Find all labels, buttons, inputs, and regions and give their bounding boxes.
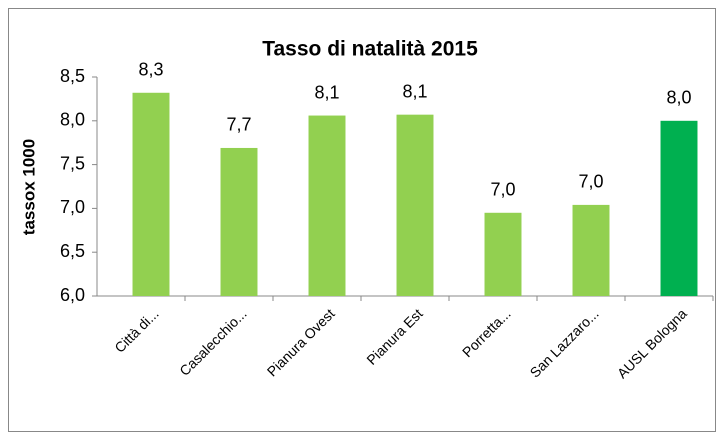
y-tick-label: 8,5 (60, 66, 85, 86)
data-label: 8,1 (314, 82, 339, 102)
bar (308, 115, 346, 296)
bar (396, 114, 434, 296)
y-tick-label: 7,5 (60, 153, 85, 173)
bar (660, 120, 698, 296)
chart-title: Tasso di natalità 2015 (262, 38, 478, 61)
y-tick-label: 6,0 (60, 285, 85, 305)
data-label: 8,1 (402, 81, 427, 101)
bar (572, 204, 610, 296)
bar (132, 92, 170, 296)
data-label: 8,0 (666, 88, 691, 108)
data-label: 7,7 (226, 115, 251, 135)
bar (484, 212, 522, 296)
data-label: 8,3 (138, 60, 163, 80)
data-label: 7,0 (578, 172, 603, 192)
y-axis-label: tassox 1000 (19, 139, 38, 235)
bar (220, 147, 258, 296)
y-tick-label: 6,5 (60, 241, 85, 261)
y-tick-label: 7,0 (60, 197, 85, 217)
y-tick-label: 8,0 (60, 110, 85, 130)
data-label: 7,0 (490, 180, 515, 200)
